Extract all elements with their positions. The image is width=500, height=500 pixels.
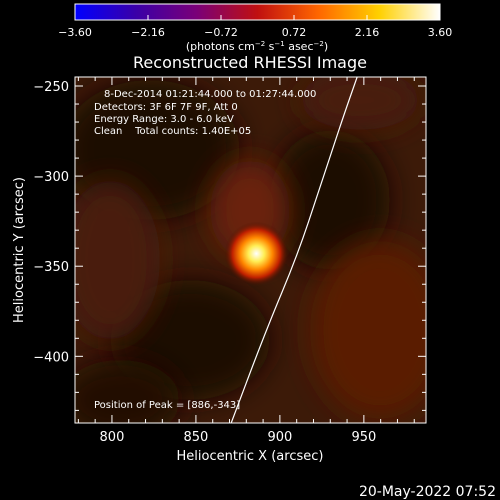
colorbar-tick-label: −0.72 bbox=[204, 26, 238, 39]
annotation-counts: Clean Total counts: 1.40E+05 bbox=[94, 126, 251, 137]
y-tick-label: −350 bbox=[33, 260, 69, 275]
colorbar-label: (photons cm−2 s−1 asec−2) bbox=[186, 40, 328, 53]
image-area bbox=[75, 77, 426, 423]
y-axis: −250 −300 −350 −400 bbox=[33, 80, 426, 411]
colorbar-tick-label: −3.60 bbox=[58, 26, 92, 39]
x-tick-label: 800 bbox=[100, 430, 125, 445]
x-tick-label: 950 bbox=[351, 430, 376, 445]
x-tick-label: 850 bbox=[184, 430, 209, 445]
annotation-time-range: 8-Dec-2014 01:21:44.000 to 01:27:44.000 bbox=[104, 89, 316, 100]
colorbar-tick-label: −2.16 bbox=[131, 26, 165, 39]
annotation-block: 8-Dec-2014 01:21:44.000 to 01:27:44.000 … bbox=[94, 89, 316, 411]
colorbar bbox=[74, 3, 441, 21]
flare-source bbox=[224, 221, 289, 286]
plot-frame bbox=[74, 76, 427, 424]
y-tick-label: −400 bbox=[33, 350, 69, 365]
x-axis: 800 850 900 950 bbox=[77, 77, 415, 445]
colorbar-tick-label: 3.60 bbox=[428, 26, 453, 39]
colorbar-ticks: −3.60 −2.16 −0.72 0.72 2.16 3.60 bbox=[58, 15, 452, 39]
colorbar-tick-label: 0.72 bbox=[282, 26, 307, 39]
solar-limb-curve bbox=[230, 77, 358, 423]
y-tick-label: −300 bbox=[33, 170, 69, 185]
chart-title: Reconstructed RHESSI Image bbox=[133, 53, 367, 72]
y-axis-label: Heliocentric Y (arcsec) bbox=[12, 177, 27, 323]
annotation-energy: Energy Range: 3.0 - 6.0 keV bbox=[94, 114, 234, 125]
timestamp: 20-May-2022 07:52 bbox=[359, 484, 496, 500]
x-tick-label: 900 bbox=[267, 430, 292, 445]
colorbar-tick-label: 2.16 bbox=[355, 26, 380, 39]
peak-position-label: Position of Peak = [886,-343] bbox=[94, 400, 240, 411]
annotation-detectors: Detectors: 3F 6F 7F 9F, Att 0 bbox=[94, 102, 238, 113]
y-tick-label: −250 bbox=[33, 80, 69, 95]
x-axis-label: Heliocentric X (arcsec) bbox=[177, 449, 324, 464]
